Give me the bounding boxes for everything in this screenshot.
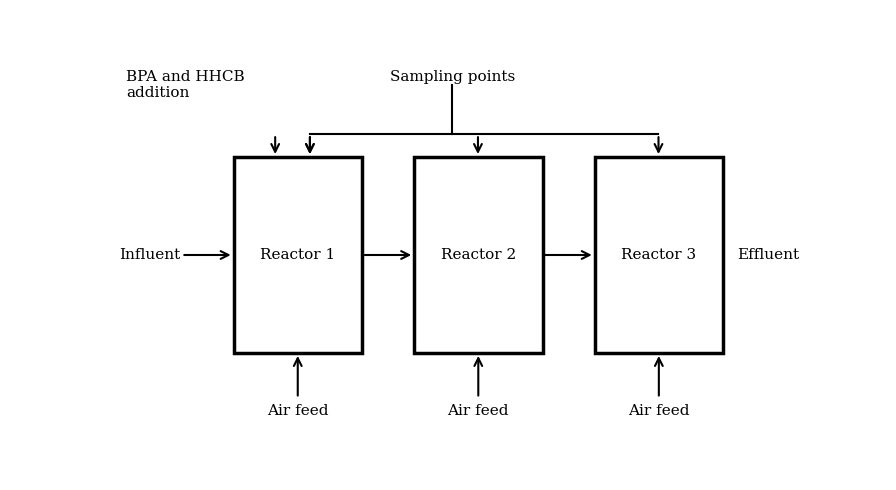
Text: Reactor 2: Reactor 2 — [441, 248, 516, 262]
Text: Air feed: Air feed — [267, 404, 329, 418]
Text: Sampling points: Sampling points — [390, 70, 515, 84]
Text: Reactor 1: Reactor 1 — [260, 248, 335, 262]
FancyBboxPatch shape — [595, 157, 723, 353]
Text: Reactor 3: Reactor 3 — [621, 248, 696, 262]
FancyBboxPatch shape — [414, 157, 543, 353]
Text: Effluent: Effluent — [737, 248, 799, 262]
Text: BPA and HHCB
addition: BPA and HHCB addition — [125, 70, 245, 100]
Text: Influent: Influent — [119, 248, 180, 262]
FancyBboxPatch shape — [234, 157, 362, 353]
Text: Air feed: Air feed — [447, 404, 509, 418]
Text: Air feed: Air feed — [628, 404, 690, 418]
